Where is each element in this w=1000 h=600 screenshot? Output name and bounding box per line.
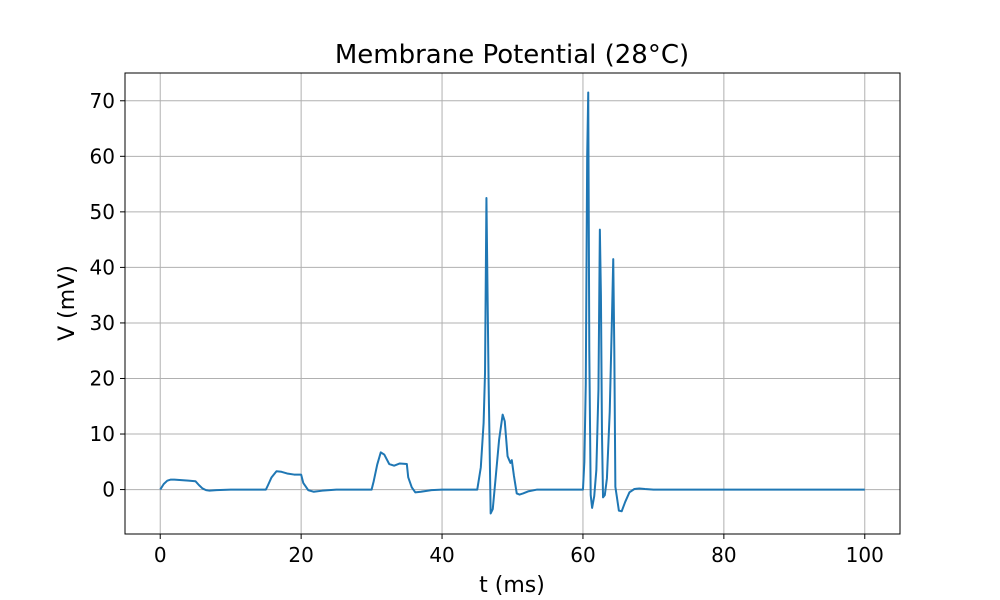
voltage-trace-line [159, 91, 865, 515]
y-tick-label: 60 [90, 144, 115, 168]
x-tick-label: 60 [570, 543, 595, 567]
y-tick-label: 40 [90, 255, 115, 279]
x-tick-label: 40 [429, 543, 454, 567]
y-tick-label: 0 [102, 478, 115, 502]
plot-frame [124, 72, 901, 535]
tick-labels: 0 20 40 60 80 100 0 10 20 30 40 50 60 70 [90, 89, 884, 567]
chart-title: Membrane Potential (28°C) [335, 40, 689, 70]
gridlines [125, 73, 900, 534]
x-axis-label: t (ms) [479, 573, 545, 598]
x-tick-label: 100 [846, 543, 884, 567]
y-tick-label: 10 [90, 422, 115, 446]
y-tick-label: 30 [90, 311, 115, 335]
y-tick-label: 70 [90, 89, 115, 113]
x-tick-label: 80 [711, 543, 736, 567]
y-axis-label: V (mV) [55, 265, 80, 341]
y-tick-label: 20 [90, 366, 115, 390]
tick-marks [120, 100, 866, 539]
y-tick-label: 50 [90, 200, 115, 224]
series-layer [159, 91, 865, 515]
x-tick-label: 0 [154, 543, 167, 567]
x-tick-label: 20 [288, 543, 313, 567]
